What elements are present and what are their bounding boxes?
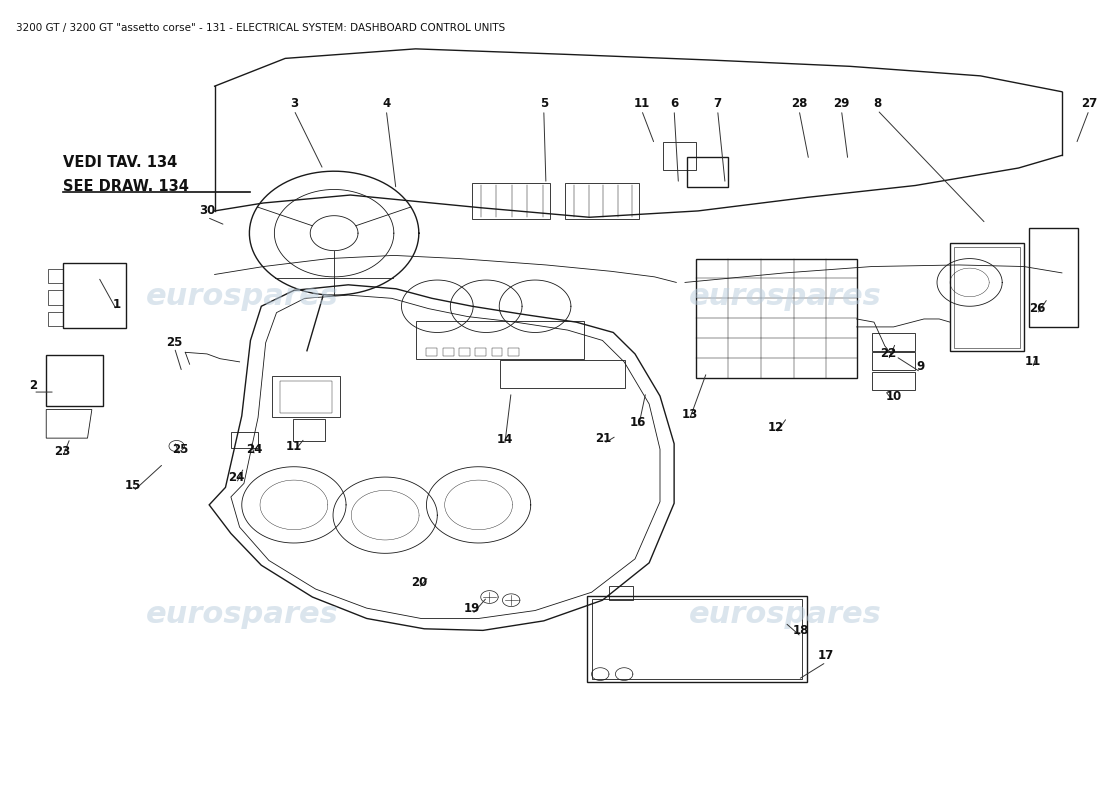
Text: 30: 30 (199, 205, 216, 218)
Bar (272, 376, 340, 418)
Bar (279, 381, 332, 413)
Bar (231, 432, 258, 448)
Text: eurospares: eurospares (689, 600, 881, 629)
Text: 3200 GT / 3200 GT "assetto corse" - 131 - ELECTRICAL SYSTEM: DASHBOARD CONTROL U: 3200 GT / 3200 GT "assetto corse" - 131 … (15, 22, 505, 33)
Text: 4: 4 (382, 97, 390, 110)
Text: 21: 21 (595, 432, 612, 445)
Text: 15: 15 (125, 479, 141, 492)
Bar (48, 269, 63, 283)
Bar (696, 258, 857, 378)
Bar (663, 142, 696, 170)
Text: 11: 11 (1024, 355, 1041, 368)
Text: 12: 12 (768, 422, 784, 434)
Text: 13: 13 (681, 408, 697, 421)
Bar (872, 372, 915, 390)
Text: 17: 17 (818, 650, 834, 662)
Text: 24: 24 (246, 442, 263, 456)
Text: 29: 29 (833, 97, 849, 110)
Text: 14: 14 (496, 434, 513, 446)
Bar (1030, 228, 1078, 327)
Text: 28: 28 (791, 97, 807, 110)
Bar (48, 312, 63, 326)
Text: VEDI TAV. 134: VEDI TAV. 134 (63, 155, 177, 170)
Bar (500, 360, 625, 388)
Bar (950, 243, 1024, 350)
Text: 8: 8 (873, 97, 881, 110)
Bar (442, 347, 453, 355)
Bar (508, 347, 519, 355)
Bar (955, 246, 1020, 347)
Text: 6: 6 (670, 97, 679, 110)
Text: 5: 5 (540, 97, 548, 110)
Text: 19: 19 (464, 602, 481, 614)
Text: 9: 9 (916, 360, 925, 373)
Text: 27: 27 (1081, 97, 1097, 110)
Bar (416, 321, 584, 358)
Text: 3: 3 (289, 97, 298, 110)
Bar (492, 347, 503, 355)
Bar (459, 347, 470, 355)
Text: 11: 11 (286, 439, 302, 453)
Bar (872, 352, 915, 370)
Text: 1: 1 (113, 298, 121, 311)
Text: 2: 2 (29, 379, 37, 392)
Text: SEE DRAW. 134: SEE DRAW. 134 (63, 179, 188, 194)
Bar (872, 334, 915, 350)
Text: 24: 24 (228, 471, 244, 484)
Text: 11: 11 (634, 97, 650, 110)
Bar (293, 419, 326, 442)
Bar (587, 596, 806, 682)
Bar (46, 354, 102, 406)
Text: 22: 22 (880, 347, 896, 361)
Bar (475, 347, 486, 355)
Text: 18: 18 (793, 624, 810, 637)
Text: 23: 23 (54, 445, 70, 458)
Bar (592, 599, 802, 679)
Text: eurospares: eurospares (145, 600, 338, 629)
Bar (688, 157, 728, 187)
Text: 16: 16 (630, 416, 647, 429)
Bar (472, 183, 550, 219)
Bar (565, 183, 639, 219)
Text: 7: 7 (714, 97, 722, 110)
Text: eurospares: eurospares (689, 282, 881, 311)
Text: 25: 25 (166, 335, 183, 349)
Bar (48, 290, 63, 305)
Bar (63, 263, 125, 329)
Text: 26: 26 (1028, 302, 1045, 315)
Bar (427, 347, 438, 355)
Text: 25: 25 (172, 442, 188, 456)
Text: eurospares: eurospares (145, 282, 338, 311)
Bar (609, 586, 632, 600)
Text: 20: 20 (410, 576, 427, 590)
Text: 10: 10 (886, 390, 902, 402)
